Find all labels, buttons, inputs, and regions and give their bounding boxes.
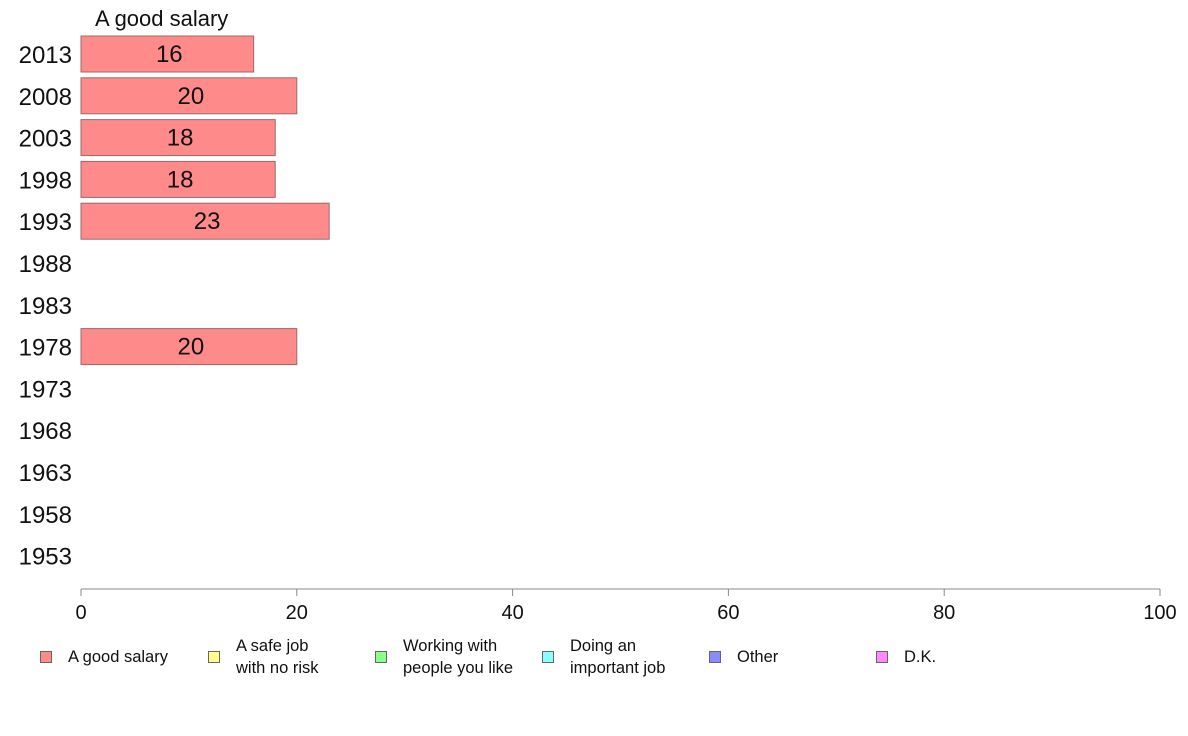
legend-item-good-salary: A good salary bbox=[40, 646, 168, 668]
legend-label: Working with people you like bbox=[403, 637, 514, 677]
legend-swatch bbox=[40, 651, 52, 663]
x-tick-label: 80 bbox=[933, 602, 955, 624]
y-tick-label: 2013 bbox=[19, 42, 72, 69]
x-tick-label: 100 bbox=[1143, 602, 1176, 624]
bar-value-label: 20 bbox=[178, 334, 205, 361]
x-tick-label: 40 bbox=[501, 602, 523, 624]
y-tick-label: 1963 bbox=[19, 460, 72, 487]
legend-item-safe-job: A safe job with no risk bbox=[208, 635, 319, 679]
x-tick-label: 0 bbox=[75, 602, 86, 624]
y-tick-label: 1958 bbox=[19, 502, 72, 529]
y-tick-label: 1968 bbox=[19, 418, 72, 445]
legend-swatch bbox=[876, 651, 888, 663]
bar-value-label: 18 bbox=[167, 166, 194, 193]
legend-swatch bbox=[208, 651, 220, 663]
x-tick-label: 60 bbox=[717, 602, 739, 624]
legend-swatch bbox=[542, 651, 554, 663]
bar-value-label: 20 bbox=[178, 83, 205, 110]
y-tick-label: 1998 bbox=[19, 167, 72, 194]
bar bbox=[80, 35, 255, 73]
legend-label: A safe job with no risk bbox=[236, 637, 319, 677]
bar-value-label: 18 bbox=[167, 125, 194, 152]
x-tick-label: 20 bbox=[286, 602, 308, 624]
legend-item-important-job: Doing an important job bbox=[542, 635, 665, 679]
y-tick-label: 2003 bbox=[19, 126, 72, 153]
legend-swatch bbox=[709, 651, 721, 663]
bar-value-label: 23 bbox=[194, 208, 221, 235]
y-tick-label: 1953 bbox=[19, 544, 72, 571]
y-tick-label: 1973 bbox=[19, 376, 72, 403]
legend-label: D.K. bbox=[904, 648, 937, 666]
legend-swatch bbox=[375, 651, 387, 663]
bar bbox=[80, 328, 298, 366]
legend-item-working-with-people: Working with people you like bbox=[375, 635, 513, 679]
legend-label: Other bbox=[737, 648, 779, 666]
bar bbox=[80, 77, 298, 115]
x-axis: 0 20 40 60 80 100 bbox=[75, 588, 1177, 624]
legend-label: Doing an important job bbox=[570, 637, 666, 677]
y-axis-labels: 2013 2008 2003 1998 1993 1988 1983 1978 1973 1968… bbox=[19, 42, 72, 571]
y-tick-label: 1983 bbox=[19, 293, 72, 320]
bar bbox=[80, 160, 276, 198]
y-tick-label: 1993 bbox=[19, 209, 72, 236]
legend-label: A good salary bbox=[68, 648, 168, 666]
chart-title: A good salary bbox=[95, 6, 228, 31]
bar-value-label: 16 bbox=[156, 41, 183, 68]
legend: A good salary A safe job with no risk Wo… bbox=[0, 634, 1188, 694]
y-tick-label: 1988 bbox=[19, 251, 72, 278]
legend-item-other: Other bbox=[709, 646, 778, 668]
bar bbox=[80, 202, 330, 240]
y-tick-label: 1978 bbox=[19, 335, 72, 362]
bar bbox=[80, 119, 276, 157]
legend-item-dk: D.K. bbox=[876, 646, 936, 668]
y-tick-label: 2008 bbox=[19, 84, 72, 111]
